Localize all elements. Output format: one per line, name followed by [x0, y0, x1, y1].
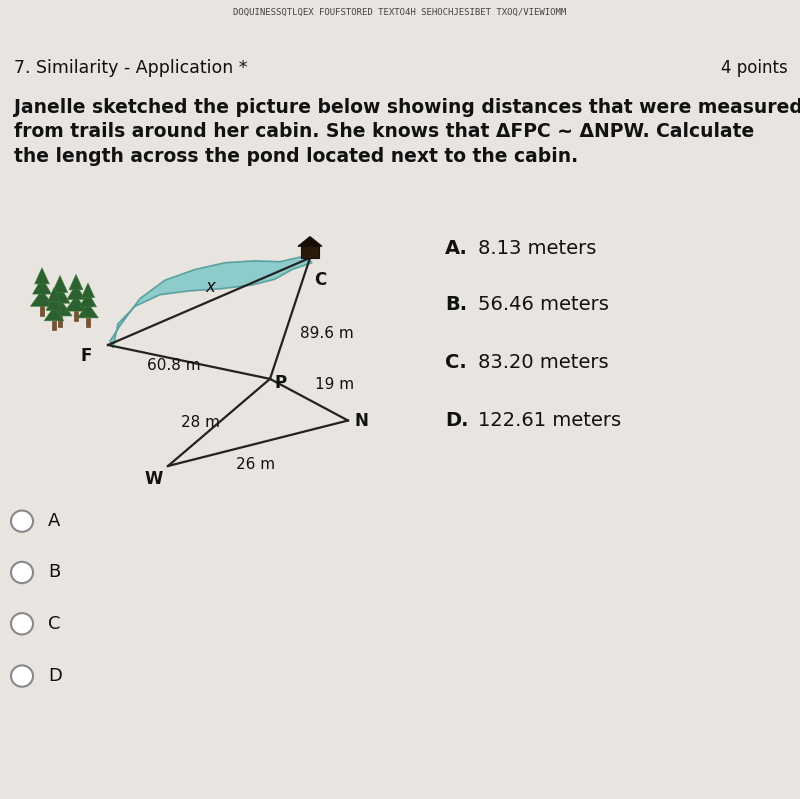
Polygon shape — [69, 274, 83, 290]
Text: 19 m: 19 m — [315, 377, 354, 392]
Text: P: P — [274, 374, 286, 392]
Text: 89.6 m: 89.6 m — [300, 326, 354, 341]
Polygon shape — [48, 288, 60, 302]
Text: C: C — [48, 614, 61, 633]
Text: D.: D. — [445, 411, 469, 430]
Polygon shape — [34, 268, 50, 284]
Text: the length across the pond located next to the cabin.: the length across the pond located next … — [14, 146, 578, 165]
Text: 83.20 meters: 83.20 meters — [478, 352, 609, 372]
Text: 26 m: 26 m — [237, 457, 275, 472]
Text: x: x — [205, 278, 215, 296]
Text: C: C — [314, 272, 326, 289]
Polygon shape — [79, 292, 97, 307]
Circle shape — [11, 666, 33, 686]
Bar — [86, 318, 90, 327]
Polygon shape — [46, 296, 62, 310]
Bar — [58, 316, 62, 327]
Text: A.: A. — [445, 239, 468, 257]
Text: B.: B. — [445, 295, 467, 314]
Text: 8.13 meters: 8.13 meters — [478, 239, 596, 257]
Text: 28 m: 28 m — [181, 415, 220, 430]
Text: DOQUINESSQTLQEX FOUFSTORED TEXTO4H SEHOCHJESIBET TXOQ/VIEWIOMM: DOQUINESSQTLQEX FOUFSTORED TEXTO4H SEHOC… — [234, 8, 566, 18]
Text: F: F — [81, 347, 92, 365]
Polygon shape — [298, 237, 322, 246]
Text: N: N — [354, 411, 368, 430]
Bar — [40, 306, 44, 316]
Text: from trails around her cabin. She knows that ΔFPC ~ ΔNPW. Calculate: from trails around her cabin. She knows … — [14, 122, 754, 141]
Text: 4 points: 4 points — [722, 59, 788, 78]
Polygon shape — [82, 283, 94, 298]
Polygon shape — [30, 290, 54, 306]
Polygon shape — [110, 256, 312, 348]
Text: 122.61 meters: 122.61 meters — [478, 411, 621, 430]
Polygon shape — [44, 307, 64, 321]
Bar — [52, 321, 56, 329]
Bar — [301, 246, 319, 258]
Text: A: A — [48, 512, 60, 531]
Text: C.: C. — [445, 352, 466, 372]
Polygon shape — [48, 299, 72, 316]
Text: B: B — [48, 563, 60, 582]
Circle shape — [11, 613, 33, 634]
Polygon shape — [65, 296, 87, 311]
Text: D: D — [48, 667, 62, 685]
Bar — [74, 311, 78, 321]
Polygon shape — [67, 284, 85, 300]
Circle shape — [11, 511, 33, 532]
Circle shape — [11, 562, 33, 583]
Polygon shape — [50, 286, 70, 303]
Text: 60.8 m: 60.8 m — [147, 358, 201, 373]
Polygon shape — [52, 276, 68, 292]
Text: W: W — [145, 470, 163, 488]
Polygon shape — [33, 278, 51, 294]
Polygon shape — [78, 303, 98, 318]
Text: Janelle sketched the picture below showing distances that were measured: Janelle sketched the picture below showi… — [14, 98, 800, 117]
Text: 56.46 meters: 56.46 meters — [478, 295, 609, 314]
Text: 7. Similarity - Application *: 7. Similarity - Application * — [14, 59, 247, 78]
